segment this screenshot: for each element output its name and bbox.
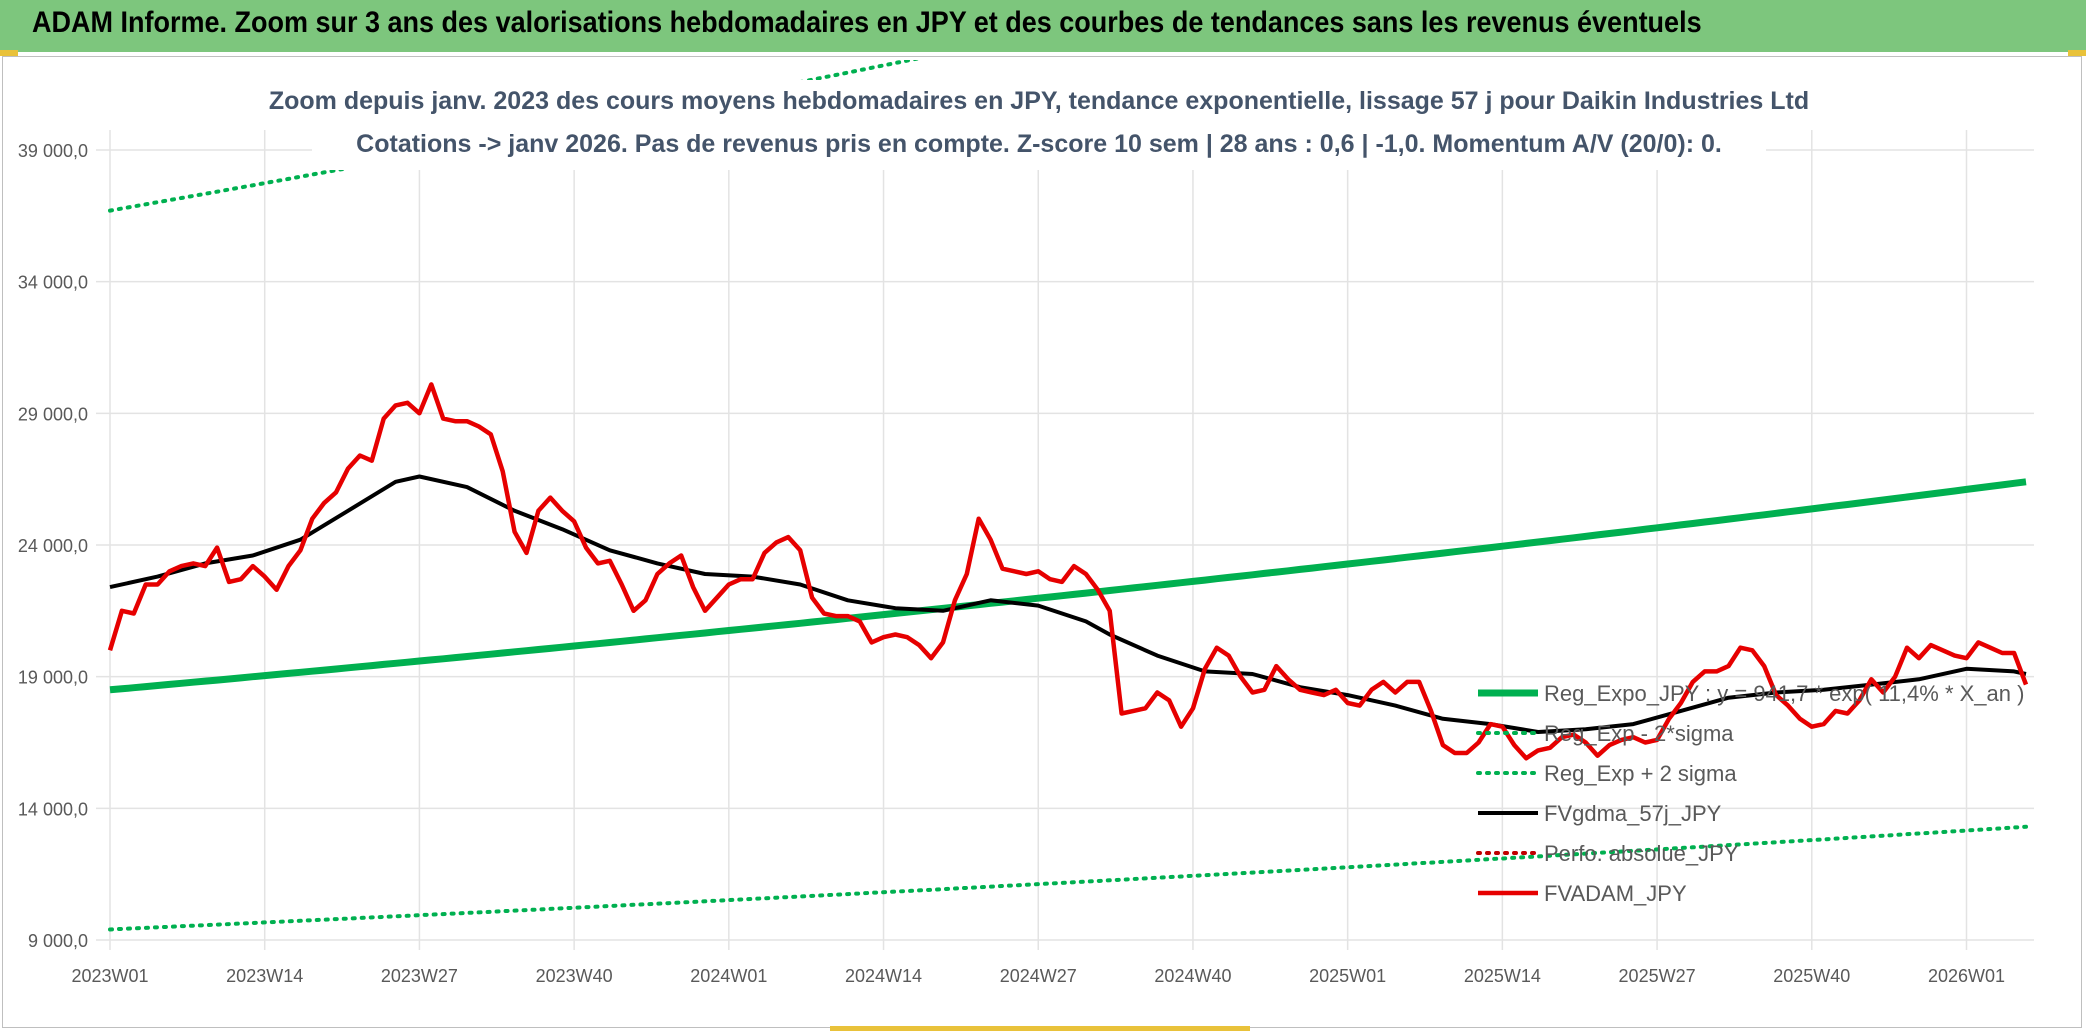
x-tick-label: 2023W14 — [226, 966, 303, 986]
x-tick-label: 2024W01 — [690, 966, 767, 986]
x-tick-label: 2026W01 — [1928, 966, 2005, 986]
y-tick-label: 29 000,0 — [18, 404, 88, 424]
legend-entry-5: FVADAM_JPY — [1544, 881, 1687, 906]
y-tick-label: 39 000,0 — [18, 141, 88, 161]
x-tick-label: 2023W40 — [536, 966, 613, 986]
x-tick-label: 2023W01 — [71, 966, 148, 986]
x-tick-label: 2023W27 — [381, 966, 458, 986]
subtitle-line-2: Cotations -> janv 2026. Pas de revenus p… — [356, 130, 1722, 158]
corner-accent-right — [2068, 50, 2086, 56]
legend-entry-4: Perfo. absolue_JPY — [1544, 841, 1739, 866]
series-line-1 — [108, 824, 2028, 932]
x-tick-label: 2025W40 — [1773, 966, 1850, 986]
corner-accent-left — [0, 50, 18, 56]
y-tick-label: 34 000,0 — [18, 273, 88, 293]
legend-entry-0: Reg_Expo_JPY : y = 941,7 * exp( 11,4% * … — [1544, 681, 2024, 706]
x-tick-label: 2025W14 — [1464, 966, 1541, 986]
legend: Reg_Expo_JPY : y = 941,7 * exp( 11,4% * … — [1476, 681, 2024, 906]
chart-subtitle: Zoom depuis janv. 2023 des cours moyens … — [269, 80, 1809, 170]
gridlines — [96, 130, 2034, 950]
legend-entry-3: FVgdma_57j_JPY — [1544, 801, 1722, 826]
series-line-3 — [109, 474, 2027, 734]
y-tick-label: 24 000,0 — [18, 536, 88, 556]
title-banner: ADAM Informe. Zoom sur 3 ans des valoris… — [0, 0, 2086, 52]
series-line-5 — [107, 382, 2029, 761]
legend-entry-1: Reg_Exp - 2*sigma — [1544, 721, 1734, 746]
y-tick-label: 19 000,0 — [18, 668, 88, 688]
x-tick-label: 2025W01 — [1309, 966, 1386, 986]
x-tick-label: 2024W40 — [1154, 966, 1231, 986]
x-axis-ticks: 2023W01 2023W14 2023W27 2023W40 2024W01 2024W… — [71, 966, 2005, 986]
y-tick-label: 14 000,0 — [18, 799, 88, 819]
subtitle-background — [312, 80, 1766, 170]
x-tick-label: 2025W27 — [1619, 966, 1696, 986]
legend-entry-2: Reg_Exp + 2 sigma — [1544, 761, 1737, 786]
y-tick-label: 9 000,0 — [28, 931, 88, 951]
x-tick-label: 2024W27 — [1000, 966, 1077, 986]
y-axis-ticks: 9 000,0 14 000,0 19 000,0 24 000,0 29 000,0 3… — [18, 141, 88, 951]
bottom-accent — [830, 1026, 1250, 1031]
page-title: ADAM Informe. Zoom sur 3 ans des valoris… — [32, 6, 1702, 39]
subtitle-line-1: Zoom depuis janv. 2023 des cours moyens … — [269, 87, 1809, 115]
x-tick-label: 2024W14 — [845, 966, 922, 986]
series-line-0 — [109, 478, 2027, 694]
